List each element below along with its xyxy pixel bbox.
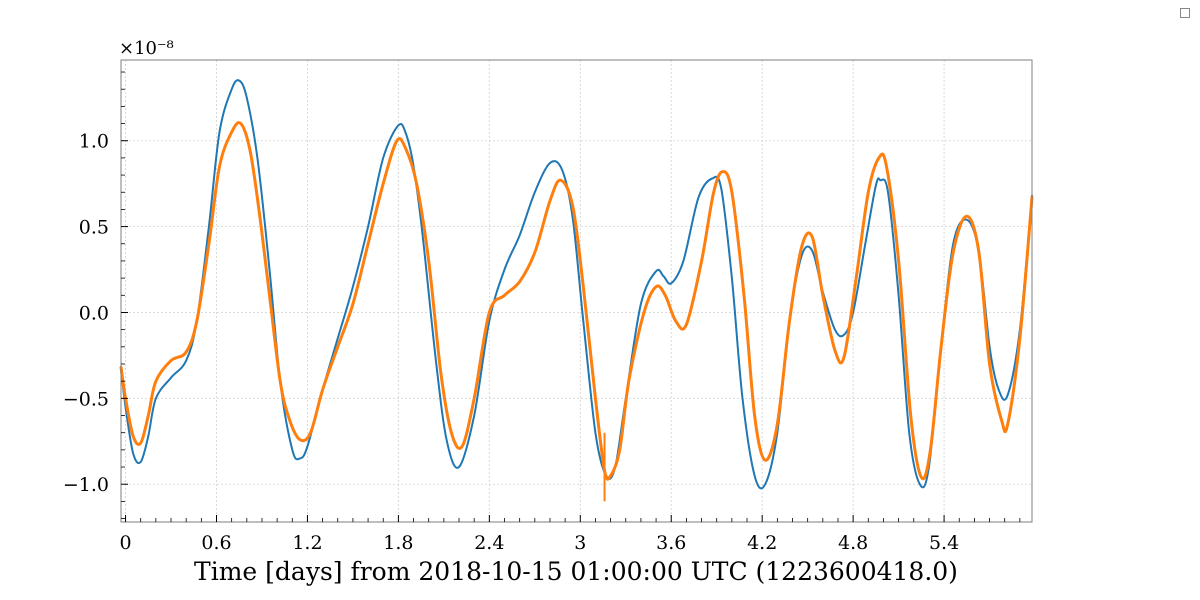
y-offset-label: ×10⁻⁸ — [119, 38, 174, 59]
y-tick-label: 0.0 — [79, 302, 109, 324]
x-tick-label: 4.2 — [747, 532, 777, 554]
ticks — [121, 71, 1021, 522]
series-1-line — [120, 79, 1033, 490]
series-layer — [119, 79, 1034, 502]
x-tick-label: 1.2 — [292, 532, 322, 554]
x-tick-label: 5.4 — [929, 532, 959, 554]
y-tick-label: 0.5 — [79, 217, 109, 239]
y-tick-label: 1.0 — [79, 131, 109, 153]
grid — [121, 60, 1032, 522]
y-tick-label: −1.0 — [63, 474, 109, 496]
tick-labels: 0 0.6 1.2 1.8 2.4 3 3.6 4.2 4.8 5.4 −1.0 −0.5 0.0 0.5… — [63, 131, 959, 554]
x-tick-label: 4.8 — [838, 532, 868, 554]
x-tick-label: 0.6 — [201, 532, 231, 554]
x-tick-label: 1.8 — [383, 532, 413, 554]
x-tick-label: 3.6 — [656, 532, 686, 554]
plot-frame — [120, 59, 1033, 523]
x-axis-label: Time [days] from 2018-10-15 01:00:00 UTC… — [194, 557, 958, 586]
y-tick-label: −0.5 — [63, 388, 109, 410]
x-tick-label: 3 — [574, 532, 586, 554]
series-2-line — [119, 121, 1034, 481]
window-toggle-box[interactable] — [1180, 8, 1190, 18]
x-tick-label: 2.4 — [474, 532, 504, 554]
x-tick-label: 0 — [120, 532, 132, 554]
